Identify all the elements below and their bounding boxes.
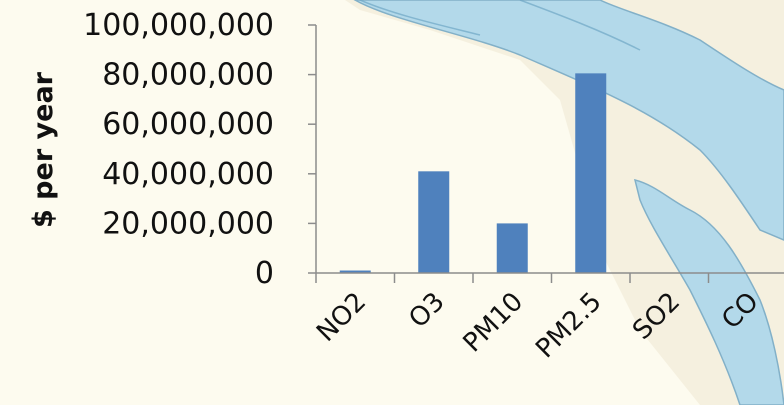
x-tick-label: O3 (403, 287, 450, 334)
bar (575, 73, 607, 273)
x-tick-label: NO2 (311, 287, 372, 348)
y-tick-label: 0 (255, 256, 274, 291)
bar (496, 223, 528, 273)
y-tick-label: 60,000,000 (102, 107, 274, 142)
bars (339, 73, 607, 273)
y-axis-label: $ per year (28, 71, 59, 228)
bar (418, 171, 450, 273)
x-tick-label: PM2.5 (530, 287, 607, 364)
y-tick-label: 40,000,000 (102, 157, 274, 192)
y-tick-label: 100,000,000 (83, 8, 274, 43)
map-water-inlet (353, 0, 784, 241)
y-tick-label: 80,000,000 (102, 58, 274, 93)
axes (315, 25, 784, 283)
y-tick-label: 20,000,000 (102, 206, 274, 241)
y-axis-ticks: 0 20,000,000 40,000,000 60,000,000 80,000,00… (83, 8, 316, 291)
x-tick-label: PM10 (458, 287, 530, 359)
background-map (345, 0, 784, 405)
bar (339, 270, 371, 273)
map-water-channel (633, 178, 784, 405)
map-coastline (359, 0, 641, 51)
